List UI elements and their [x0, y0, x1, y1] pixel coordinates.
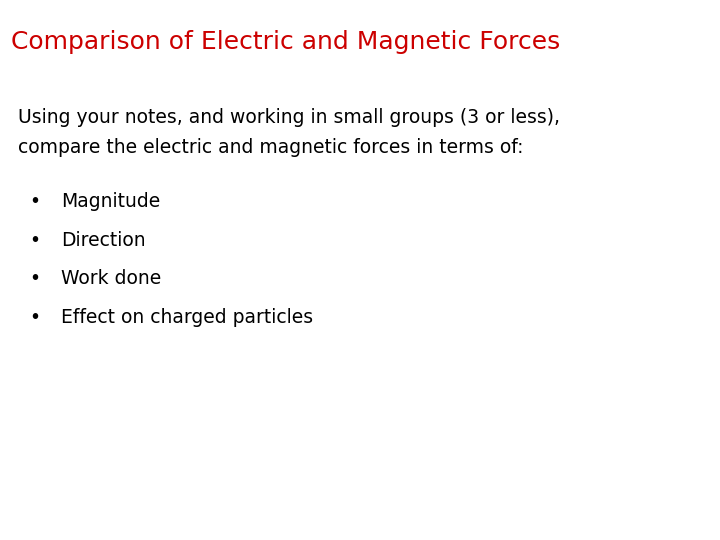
- Text: Work done: Work done: [61, 269, 161, 288]
- Text: Effect on charged particles: Effect on charged particles: [61, 308, 313, 327]
- Text: •: •: [29, 192, 40, 211]
- Text: Comparison of Electric and Magnetic Forces: Comparison of Electric and Magnetic Forc…: [11, 30, 560, 53]
- Text: Magnitude: Magnitude: [61, 192, 161, 211]
- Text: •: •: [29, 231, 40, 249]
- Text: Using your notes, and working in small groups (3 or less),: Using your notes, and working in small g…: [18, 108, 560, 127]
- Text: compare the electric and magnetic forces in terms of:: compare the electric and magnetic forces…: [18, 138, 523, 157]
- Text: •: •: [29, 269, 40, 288]
- Text: •: •: [29, 308, 40, 327]
- Text: Direction: Direction: [61, 231, 146, 249]
